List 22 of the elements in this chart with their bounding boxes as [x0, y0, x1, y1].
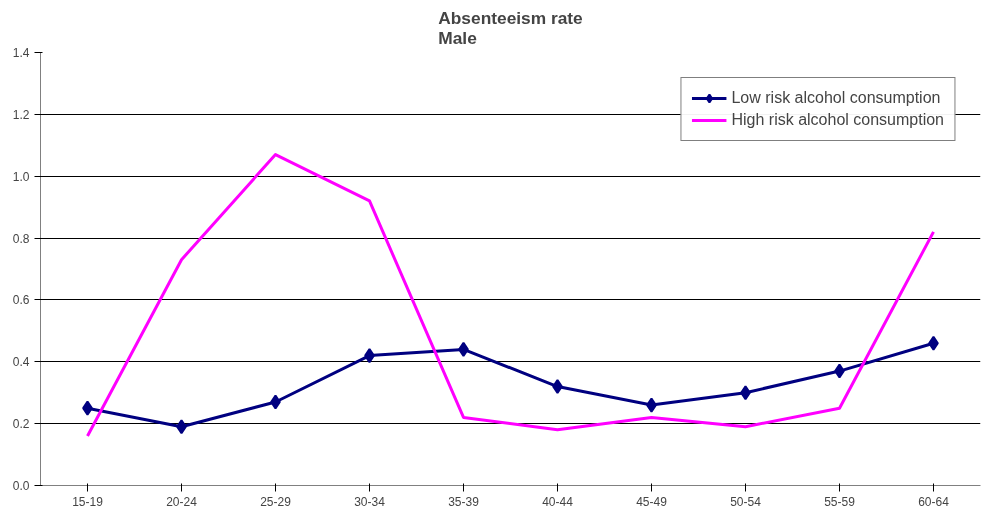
y-tick-label: 0.6: [12, 293, 30, 308]
y-tick-label: 1.4: [12, 46, 30, 60]
legend-label: Low risk alcohol consumption: [731, 89, 941, 107]
y-tick-label: 0.8: [12, 231, 30, 246]
line-series: [86, 153, 935, 438]
y-tick-label: 0.2: [12, 417, 30, 432]
x-tick-label: 55-59: [824, 494, 856, 509]
y-tick-label: 0.4: [12, 355, 30, 370]
legend-label: High risk alcohol consumption: [731, 111, 944, 129]
x-tick-label: 20-24: [166, 494, 198, 509]
x-tick-label: 30-34: [354, 494, 386, 509]
x-tick-label: 40-44: [542, 494, 574, 509]
x-tick-label: 50-54: [730, 494, 762, 509]
y-tick-label: 0.0: [12, 479, 30, 493]
x-tick-label: 45-49: [636, 494, 668, 509]
y-tick-label: 1.2: [12, 107, 30, 122]
chart-title: Absenteeism rate Male: [438, 7, 584, 48]
x-tick-label: 35-39: [448, 494, 480, 509]
y-tick-label: 1.0: [12, 169, 30, 184]
x-tick-label: 15-19: [72, 494, 104, 509]
x-tick-label: 25-29: [260, 494, 292, 509]
x-tick-label: 60-64: [918, 494, 950, 509]
